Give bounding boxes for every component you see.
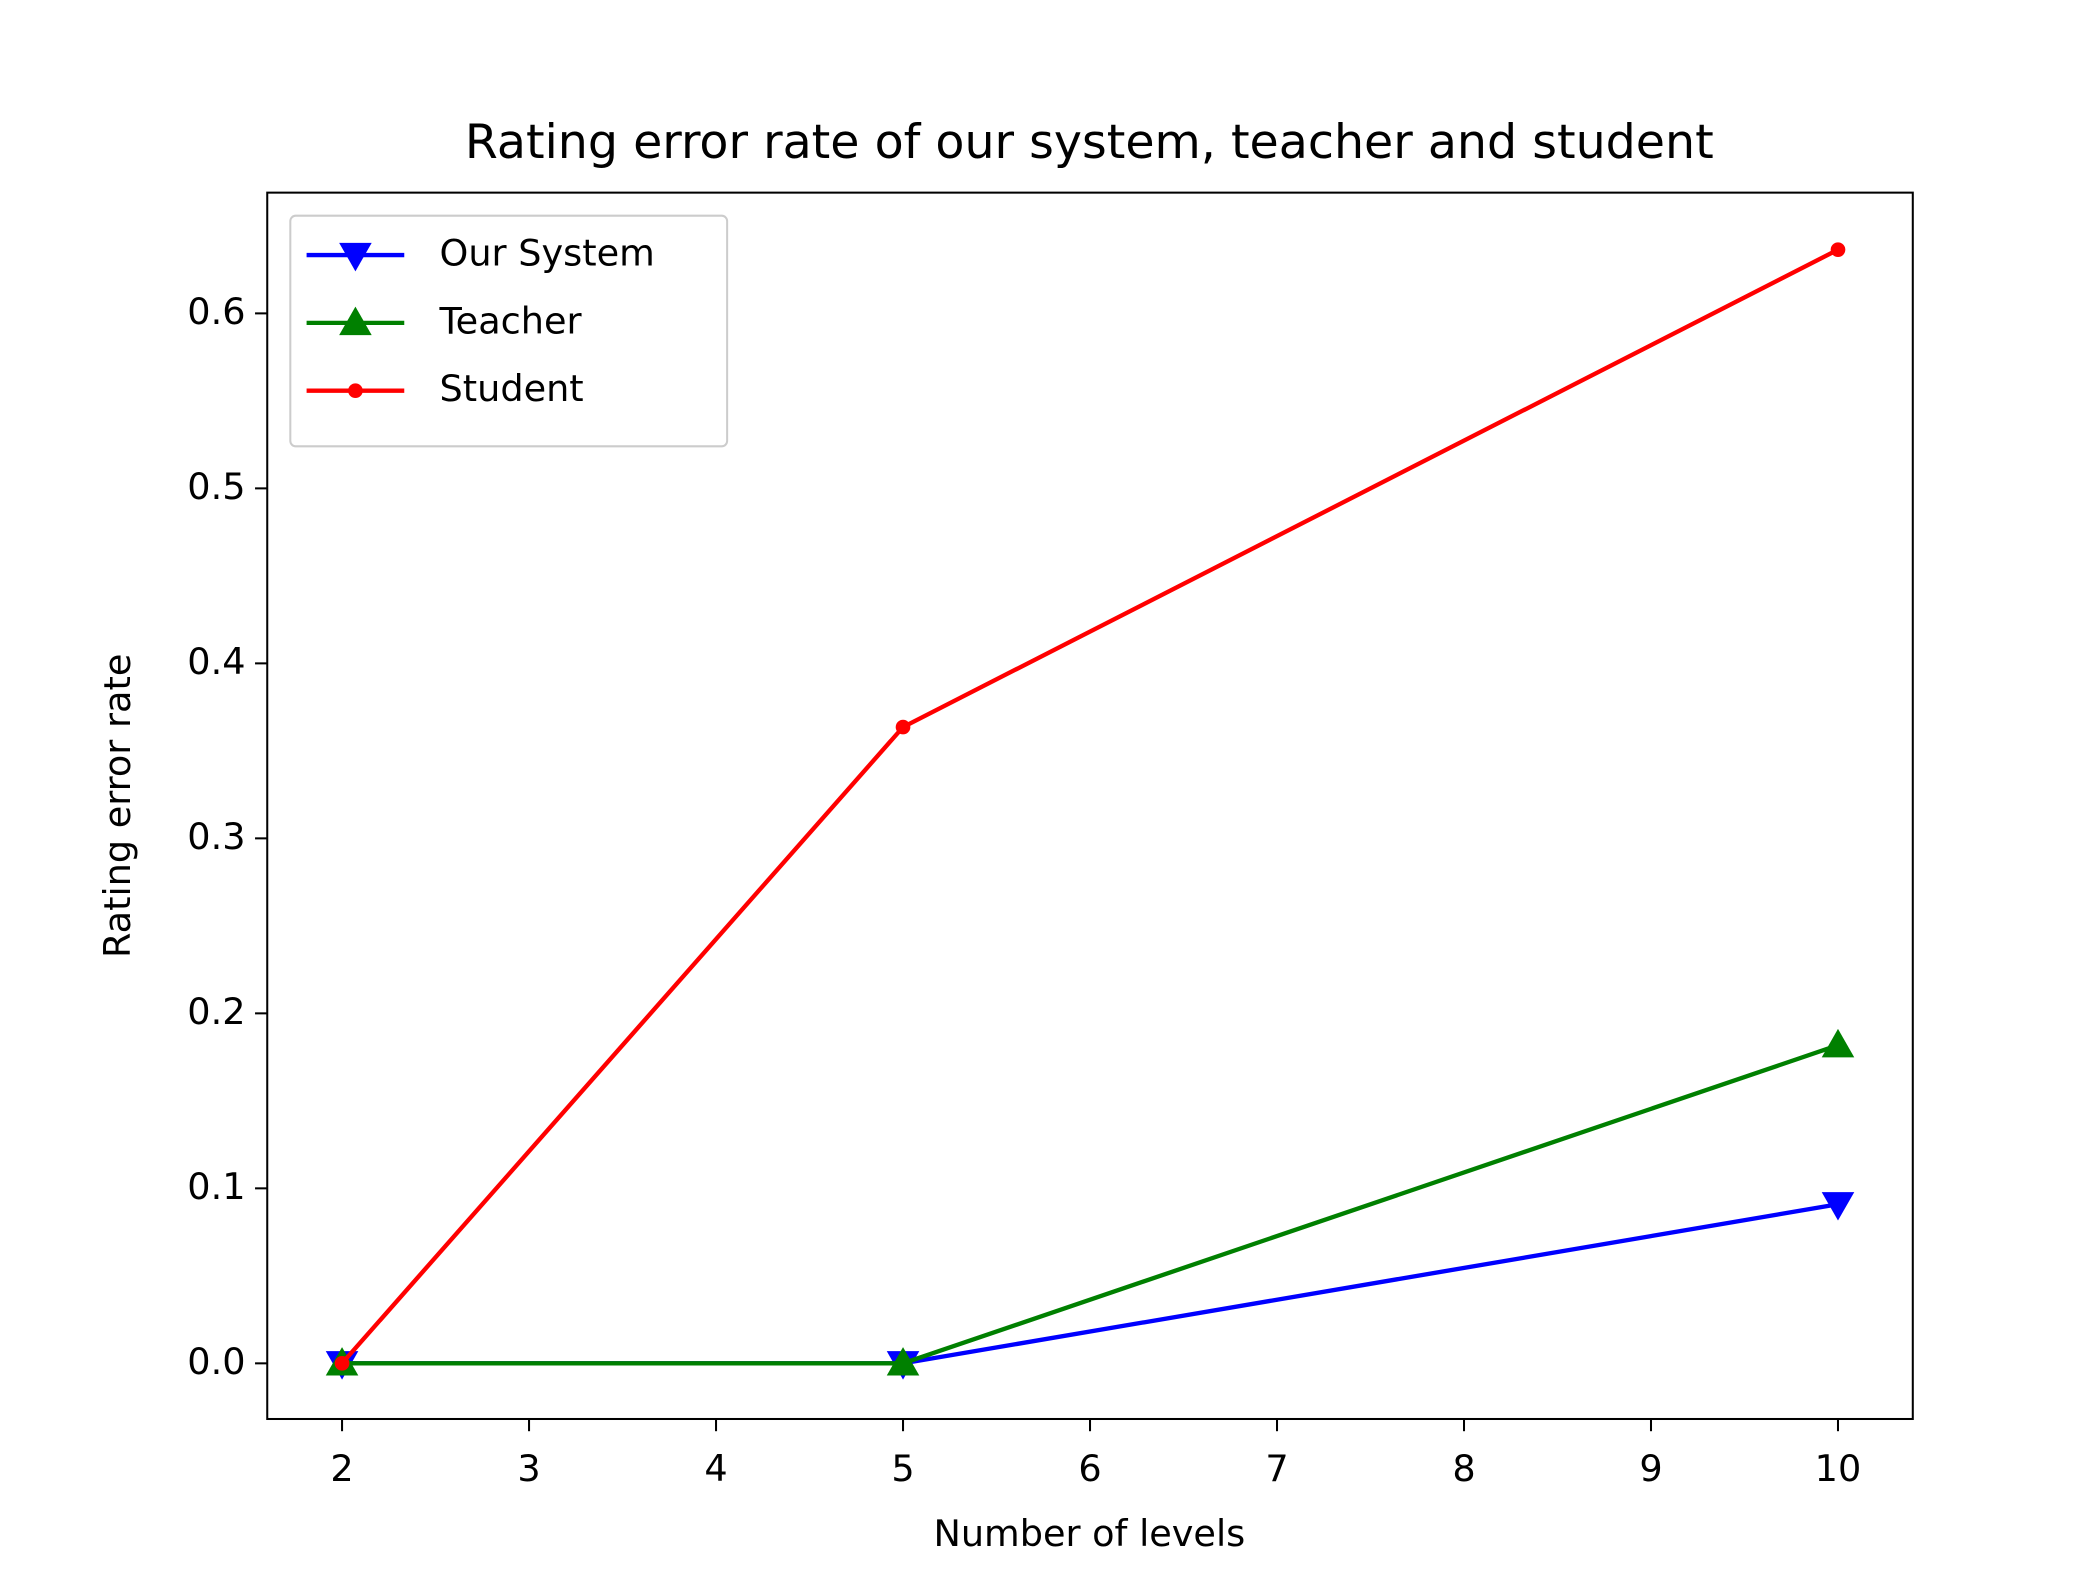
x-tick-label: 8 — [1452, 1447, 1475, 1490]
marker — [339, 306, 372, 336]
marker — [339, 242, 372, 272]
plot-frame — [266, 191, 1914, 1421]
y-tick-label: 0.4 — [187, 640, 245, 683]
marker — [334, 1356, 350, 1371]
chart-title: Rating error rate of our system, teacher… — [465, 115, 1714, 170]
y-tick-label: 0.2 — [187, 990, 245, 1033]
x-tick-label: 7 — [1265, 1447, 1288, 1490]
marker — [1821, 1192, 1855, 1221]
y-tick-label: 0.5 — [187, 465, 245, 508]
y-tick-label: 0.3 — [187, 815, 245, 858]
x-tick-label: 5 — [891, 1447, 914, 1490]
x-axis-label: Number of levels — [933, 1512, 1245, 1555]
x-tick-label: 4 — [704, 1447, 727, 1490]
x-tick-label: 10 — [1815, 1447, 1862, 1490]
y-axis-label: Rating error rate — [96, 654, 139, 958]
y-tick-label: 0.6 — [187, 290, 245, 333]
marker — [348, 383, 363, 399]
x-tick-label: 9 — [1639, 1447, 1662, 1490]
legend-label: Student — [440, 367, 584, 410]
y-tick-label: 0.0 — [187, 1340, 245, 1383]
x-tick-label: 2 — [330, 1447, 353, 1490]
legend-label: Teacher — [439, 299, 583, 342]
y-tick-label: 0.1 — [187, 1165, 245, 1208]
marker — [1821, 1028, 1855, 1058]
marker — [1830, 242, 1846, 258]
legend-label: Our System — [440, 232, 655, 275]
marker — [895, 719, 911, 735]
x-tick-label: 3 — [517, 1447, 540, 1490]
marker — [886, 1347, 920, 1376]
x-tick-label: 6 — [1078, 1447, 1101, 1490]
